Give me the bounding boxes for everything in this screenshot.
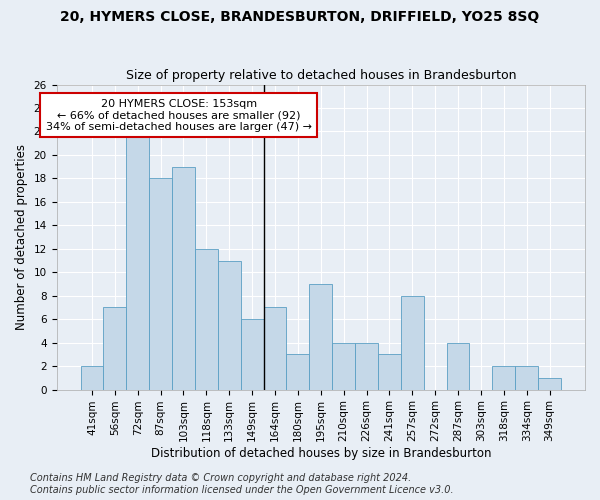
Bar	[332, 342, 355, 390]
Bar	[127, 132, 149, 390]
Bar	[195, 249, 218, 390]
Text: 20, HYMERS CLOSE, BRANDESBURTON, DRIFFIELD, YO25 8SQ: 20, HYMERS CLOSE, BRANDESBURTON, DRIFFIE…	[61, 10, 539, 24]
Bar	[310, 284, 332, 390]
Bar	[401, 296, 424, 390]
Bar	[515, 366, 538, 390]
Text: 20 HYMERS CLOSE: 153sqm
← 66% of detached houses are smaller (92)
34% of semi-de: 20 HYMERS CLOSE: 153sqm ← 66% of detache…	[46, 98, 312, 132]
Bar	[149, 178, 172, 390]
Bar	[446, 342, 469, 390]
Bar	[355, 342, 378, 390]
Bar	[493, 366, 515, 390]
Bar	[172, 166, 195, 390]
Text: Contains HM Land Registry data © Crown copyright and database right 2024.
Contai: Contains HM Land Registry data © Crown c…	[30, 474, 454, 495]
Bar	[241, 319, 263, 390]
Bar	[263, 308, 286, 390]
Y-axis label: Number of detached properties: Number of detached properties	[15, 144, 28, 330]
Bar	[218, 260, 241, 390]
Bar	[286, 354, 310, 390]
Bar	[103, 308, 127, 390]
Bar	[80, 366, 103, 390]
X-axis label: Distribution of detached houses by size in Brandesburton: Distribution of detached houses by size …	[151, 447, 491, 460]
Bar	[538, 378, 561, 390]
Bar	[378, 354, 401, 390]
Title: Size of property relative to detached houses in Brandesburton: Size of property relative to detached ho…	[125, 69, 516, 82]
